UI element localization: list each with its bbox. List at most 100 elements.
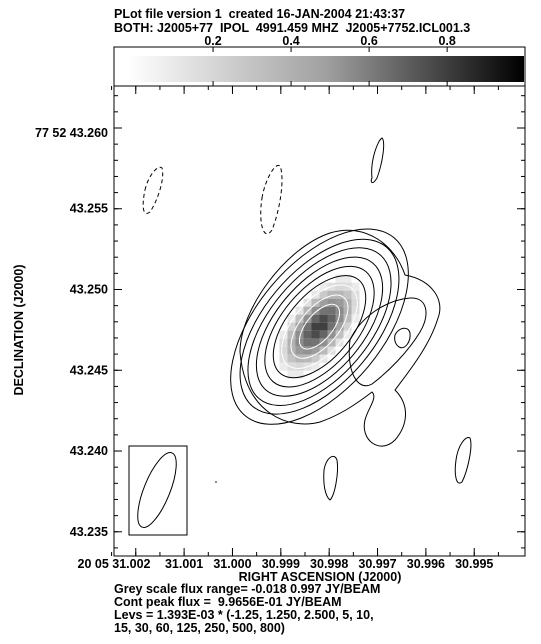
grey-pixel [327, 346, 336, 355]
contour-negative [142, 166, 164, 214]
x-axis-label: RIGHT ASCENSION (J2000) [239, 570, 402, 584]
y-tick-label: 43.255 [70, 202, 108, 216]
contour-core [247, 247, 392, 407]
grey-pixel [311, 338, 320, 347]
colorbar-tick-label: 0.2 [204, 34, 221, 48]
header-line-2: BOTH: J2005+77 IPOL 4991.459 MHZ J2005+7… [114, 21, 471, 35]
grey-pixel [295, 330, 304, 339]
grey-pixel [287, 370, 296, 379]
caption-levels-cont: 15, 30, 60, 125, 250, 500, 800) [114, 621, 285, 635]
beam-ellipse [137, 452, 177, 528]
grey-pixel [335, 290, 344, 299]
grey-pixel [319, 298, 328, 307]
grey-pixel [327, 306, 336, 315]
noise-dot [215, 481, 217, 483]
grey-pixel [327, 290, 336, 299]
contour-core [281, 284, 358, 369]
contour-lobe-inner [394, 327, 411, 349]
grey-pixel [295, 370, 304, 379]
colorbar-tick-label: 0.4 [282, 34, 299, 48]
grey-pixel [303, 298, 312, 307]
x-tick-label: 30.995 [455, 557, 493, 571]
grey-pixel [279, 338, 288, 347]
grey-pixel [287, 330, 296, 339]
contour-core [298, 303, 341, 350]
grey-pixel [335, 322, 344, 331]
contour-core [290, 294, 349, 359]
colorbar-gradient [128, 56, 524, 82]
grey-pixel [311, 346, 320, 355]
colorbar-tick-label: 0.6 [360, 34, 377, 48]
x-first-tick-label: 20 05 31.002 [78, 557, 151, 571]
y-tick-label: 43.245 [70, 363, 108, 377]
grey-pixel [311, 314, 320, 323]
grey-pixel [303, 330, 312, 339]
grey-pixel [335, 298, 344, 307]
grey-pixel [279, 330, 288, 339]
grey-pixel [335, 274, 344, 283]
contour-blob [323, 455, 338, 501]
grey-pixel [303, 314, 312, 323]
grey-pixel [335, 330, 344, 339]
grey-pixel [303, 322, 312, 331]
x-tick-label: 31.001 [165, 557, 203, 571]
grey-pixel [295, 362, 304, 371]
grey-pixel [351, 298, 360, 307]
grey-pixel [295, 314, 304, 323]
grey-pixel [319, 314, 328, 323]
contour-outer [239, 229, 441, 447]
grey-pixel [343, 322, 352, 331]
grey-pixel [327, 338, 336, 347]
grey-pixel [327, 298, 336, 307]
grey-scale-image [279, 274, 360, 379]
grey-pixel [319, 346, 328, 355]
contour-core [230, 228, 409, 425]
grey-pixel [287, 362, 296, 371]
grey-pixel [351, 282, 360, 291]
grey-pixel [351, 290, 360, 299]
y-tick-label: 43.250 [70, 283, 108, 297]
grey-pixel [295, 354, 304, 363]
grey-pixel [311, 322, 320, 331]
grey-pixel [343, 314, 352, 323]
contour-core [239, 238, 400, 415]
contour-core [255, 256, 384, 397]
x-tick-label: 30.999 [262, 557, 300, 571]
grey-pixel [311, 330, 320, 339]
x-tick-label: 31.000 [213, 557, 251, 571]
grey-pixel [335, 314, 344, 323]
grey-pixel [287, 354, 296, 363]
grey-pixel [303, 354, 312, 363]
caption-peak-flux: Cont peak flux = 9.9656E-01 JY/BEAM [114, 595, 342, 609]
x-tick-label: 30.996 [407, 557, 445, 571]
y-tick-label: 43.235 [70, 525, 108, 539]
contour-lobe [348, 297, 427, 387]
grey-pixel [279, 346, 288, 355]
grey-pixel [351, 314, 360, 323]
beam-box [128, 445, 188, 536]
grey-pixel [319, 282, 328, 291]
grey-pixel [335, 282, 344, 291]
grey-pixel [327, 322, 336, 331]
grey-pixel [343, 282, 352, 291]
header-line-1: PLot file version 1 created 16-JAN-2004 … [114, 7, 406, 21]
grey-pixel [351, 306, 360, 315]
caption-flux-range: Grey scale flux range= -0.018 0.997 JY/B… [114, 582, 381, 596]
contour-core [264, 265, 375, 388]
y-tick-label: 43.240 [70, 444, 108, 458]
grey-pixel [303, 346, 312, 355]
grey-pixel [311, 306, 320, 315]
grey-pixel [311, 298, 320, 307]
grey-pixel [311, 354, 320, 363]
grey-pixel [287, 314, 296, 323]
grey-pixel [319, 322, 328, 331]
grey-pixel [279, 362, 288, 371]
contour-blob [370, 137, 385, 184]
x-tick-label: 30.998 [310, 557, 348, 571]
grey-pixel [303, 306, 312, 315]
grey-pixel [319, 290, 328, 299]
grey-pixel [287, 322, 296, 331]
grey-pixel [327, 330, 336, 339]
contour-core [272, 275, 367, 379]
